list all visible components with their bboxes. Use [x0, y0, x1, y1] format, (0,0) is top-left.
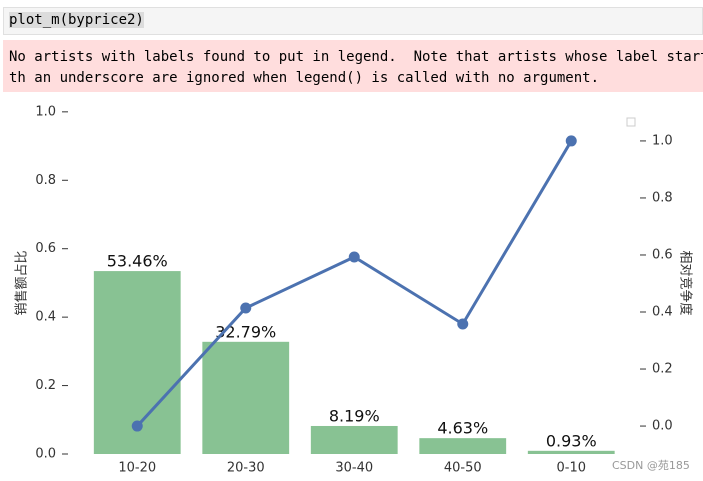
y2-tick-label: 0.0	[652, 419, 673, 434]
bar	[310, 425, 398, 454]
point	[131, 420, 143, 432]
y2-tick-label: 1.0	[652, 133, 673, 148]
x-tick-label: 10-20	[118, 461, 156, 476]
y-tick-label: 0.0	[35, 447, 56, 462]
point	[457, 318, 469, 330]
bar	[527, 450, 615, 454]
value-label: 8.19%	[329, 406, 380, 425]
y2-tick-label: 0.2	[652, 362, 673, 377]
y2-axis-label: 相对竞争度	[678, 250, 694, 315]
x-tick-label: 30-40	[335, 461, 373, 476]
x-tick-label: 20-30	[227, 461, 265, 476]
watermark: CSDN @苑185	[612, 459, 690, 472]
warning-line: No artists with labels found to put in l…	[9, 49, 703, 65]
y-tick-label: 0.4	[35, 310, 56, 325]
y-tick-label: 0.6	[35, 241, 56, 256]
y-tick-label: 1.0	[35, 104, 56, 119]
y2-tick-label: 0.4	[652, 305, 673, 320]
code-cell[interactable]: plot_m(byprice2)	[3, 7, 703, 35]
bar	[419, 438, 507, 454]
y2-tick-label: 0.8	[652, 190, 673, 205]
warning-line: th an underscore are ignored when legend…	[9, 70, 600, 86]
x-tick-label: 40-50	[444, 461, 482, 476]
y-axis-label: 销售额占比	[14, 250, 30, 315]
point	[565, 135, 577, 147]
bar	[202, 341, 290, 454]
warning-output: No artists with labels found to put in l…	[3, 40, 703, 92]
value-label: 0.93%	[546, 431, 597, 450]
x-tick-label: 0-10	[556, 461, 586, 476]
value-label: 4.63%	[437, 419, 488, 438]
value-label: 53.46%	[107, 252, 168, 271]
y-tick-label: 0.8	[35, 173, 56, 188]
y-tick-label: 0.2	[35, 378, 56, 393]
legend-box	[626, 117, 636, 127]
value-label: 32.79%	[215, 322, 276, 341]
point	[240, 302, 252, 314]
point	[348, 251, 360, 263]
code: plot_m(byprice2)	[9, 12, 144, 28]
y2-tick-label: 0.6	[652, 247, 673, 262]
